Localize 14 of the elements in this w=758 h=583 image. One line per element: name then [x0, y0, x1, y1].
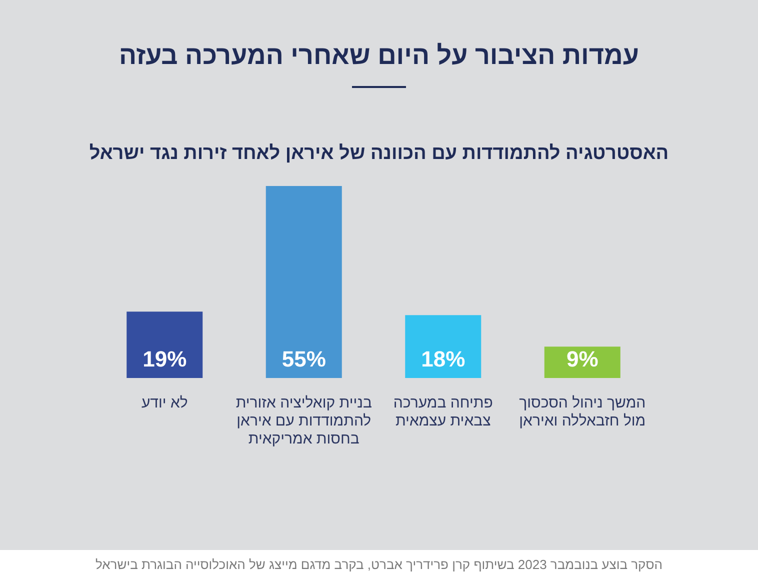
bar [266, 186, 342, 378]
data-label: 18% [421, 346, 466, 372]
x-tick-label: בניית קואליציה אזורית להתמודדות עם איראן בחסות אמריקאית [236, 394, 372, 448]
x-tick-label: לא יודע [141, 394, 188, 412]
data-label: 9% [566, 346, 598, 372]
chart-title: עמדות הציבור על היום שאחרי המערכה בעזה [118, 40, 640, 71]
text: הסקר בוצע בנובמבר 2023 בשיתוף קרן פרידריך אברט, בקרב מדגם מייצג של האוכלוסייה הבוגרת בישראל [94, 557, 664, 572]
bar [126, 312, 203, 378]
x-tick-label: פתיחה במערכה צבאית עצמאית [393, 394, 493, 430]
data-label: 55% [282, 346, 326, 372]
data-label: 19% [142, 346, 187, 372]
x-tick-label: המשך ניהול הסכסוך מול חזבאללה ואיראן [519, 394, 646, 430]
bar [405, 315, 482, 378]
chart-subtitle: האסטרטגיה להתמודדות עם הכוונה של איראן לאחד זירות נגד ישראל [88, 143, 670, 165]
